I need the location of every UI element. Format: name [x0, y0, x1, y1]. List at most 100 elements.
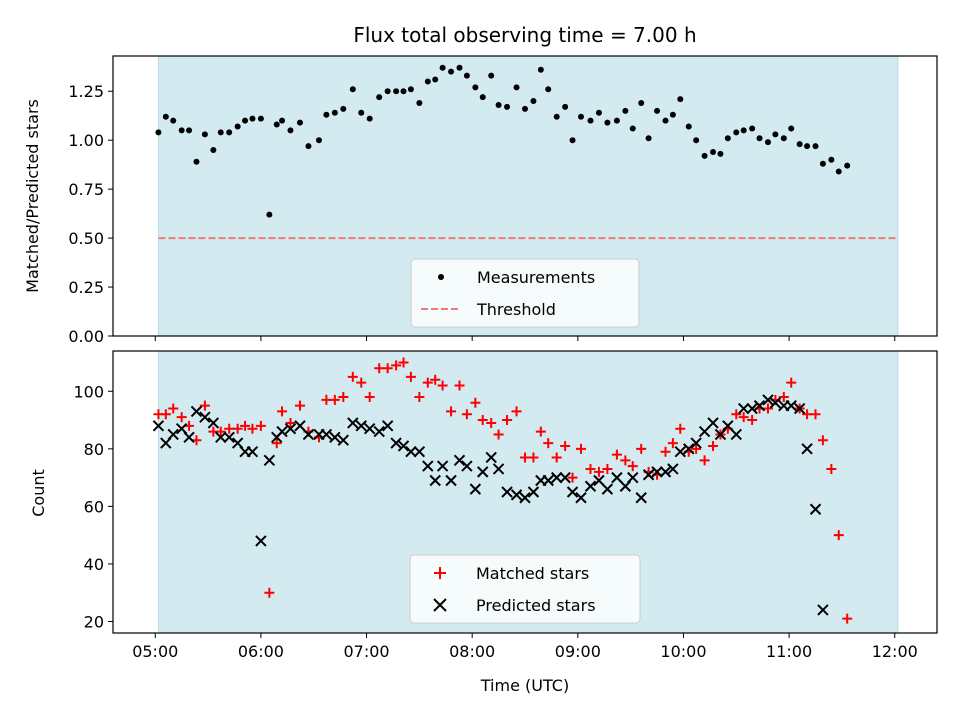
- x-axis-title: Time (UTC): [480, 676, 569, 695]
- data-point: [160, 409, 171, 420]
- legend: Matched stars Predicted stars: [409, 554, 641, 624]
- data-point: [223, 431, 235, 444]
- data-point: [502, 415, 513, 426]
- data-point: [461, 409, 472, 420]
- data-point: [567, 472, 578, 483]
- data-point: [699, 455, 710, 466]
- data-point: [785, 399, 797, 412]
- data-point: [374, 363, 385, 374]
- data-point: [477, 466, 489, 478]
- data-point: [167, 428, 179, 441]
- data-point: [675, 423, 686, 434]
- data-point: [453, 454, 466, 467]
- data-point: [642, 469, 655, 481]
- data-point: [413, 446, 426, 458]
- data-point: [604, 119, 611, 126]
- data-point: [780, 135, 787, 142]
- data-point: [819, 160, 826, 167]
- legend: Measurements Threshold: [410, 258, 640, 328]
- y-tick-label: 20: [84, 612, 104, 631]
- data-point: [405, 371, 416, 382]
- data-point: [519, 492, 531, 504]
- data-point: [201, 131, 208, 138]
- data-point: [472, 84, 479, 91]
- data-point: [802, 409, 813, 420]
- data-point: [560, 440, 571, 451]
- data-point: [276, 425, 288, 438]
- data-point: [477, 415, 488, 426]
- data-point: [437, 380, 448, 391]
- data-point: [569, 137, 576, 144]
- data-point: [611, 471, 623, 484]
- data-point: [430, 374, 441, 385]
- data-point: [817, 604, 829, 616]
- data-point: [638, 99, 645, 106]
- data-point: [376, 94, 383, 101]
- data-point: [492, 463, 505, 475]
- data-point: [414, 392, 425, 403]
- data-point: [747, 415, 758, 426]
- data-point: [551, 452, 562, 463]
- data-point: [436, 460, 449, 472]
- data-point: [445, 474, 457, 487]
- data-point: [439, 64, 446, 71]
- data-point: [764, 139, 771, 146]
- top-y-axis-title: Matched/Predicted stars: [23, 99, 42, 293]
- data-point: [397, 440, 410, 452]
- data-point: [190, 405, 203, 418]
- data-point: [323, 111, 330, 118]
- data-point: [786, 377, 797, 388]
- data-point: [382, 363, 393, 374]
- data-point: [170, 117, 177, 124]
- data-point: [835, 168, 842, 175]
- data-point: [495, 101, 502, 108]
- data-point: [349, 86, 356, 93]
- data-point: [527, 486, 540, 498]
- data-point: [769, 397, 782, 409]
- data-point: [667, 438, 678, 449]
- data-point: [833, 530, 844, 541]
- data-point: [210, 146, 217, 153]
- data-point: [329, 431, 341, 444]
- data-point: [264, 587, 275, 598]
- data-point: [416, 99, 423, 106]
- data-point: [778, 392, 789, 403]
- x-tick-label: 08:00: [449, 642, 495, 661]
- data-point: [384, 88, 391, 95]
- data-point: [636, 443, 647, 454]
- data-point: [176, 412, 187, 423]
- data-point: [199, 400, 210, 411]
- x-tick-label: 05:00: [132, 642, 178, 661]
- data-point: [627, 471, 639, 484]
- x-tick-label: 11:00: [766, 642, 812, 661]
- data-point: [296, 119, 303, 126]
- y-tick-label: 1.25: [68, 82, 104, 101]
- data-point: [232, 423, 243, 434]
- legend-label: Matched stars: [476, 564, 589, 583]
- legend-marker-dot: [438, 274, 444, 280]
- data-point: [559, 471, 571, 484]
- legend-label: Measurements: [477, 268, 595, 287]
- x-tick-label: 10:00: [660, 642, 706, 661]
- data-point: [730, 428, 742, 441]
- data-point: [528, 452, 539, 463]
- data-point: [226, 129, 233, 136]
- legend-label: Threshold: [476, 300, 556, 319]
- data-point: [611, 449, 622, 460]
- data-point: [545, 86, 552, 93]
- x-tick-label: 07:00: [343, 642, 389, 661]
- data-point: [247, 423, 258, 434]
- data-point: [585, 463, 596, 474]
- data-point: [486, 417, 497, 428]
- data-point: [817, 435, 828, 446]
- plot-frame: [112, 350, 938, 634]
- data-point: [246, 446, 259, 458]
- data-point: [207, 417, 220, 429]
- data-point: [316, 137, 322, 144]
- data-point: [215, 426, 226, 437]
- data-point: [708, 440, 719, 451]
- y-tick-label: 40: [84, 555, 104, 574]
- data-point: [285, 417, 296, 428]
- data-point: [542, 474, 554, 487]
- data-point: [422, 460, 434, 472]
